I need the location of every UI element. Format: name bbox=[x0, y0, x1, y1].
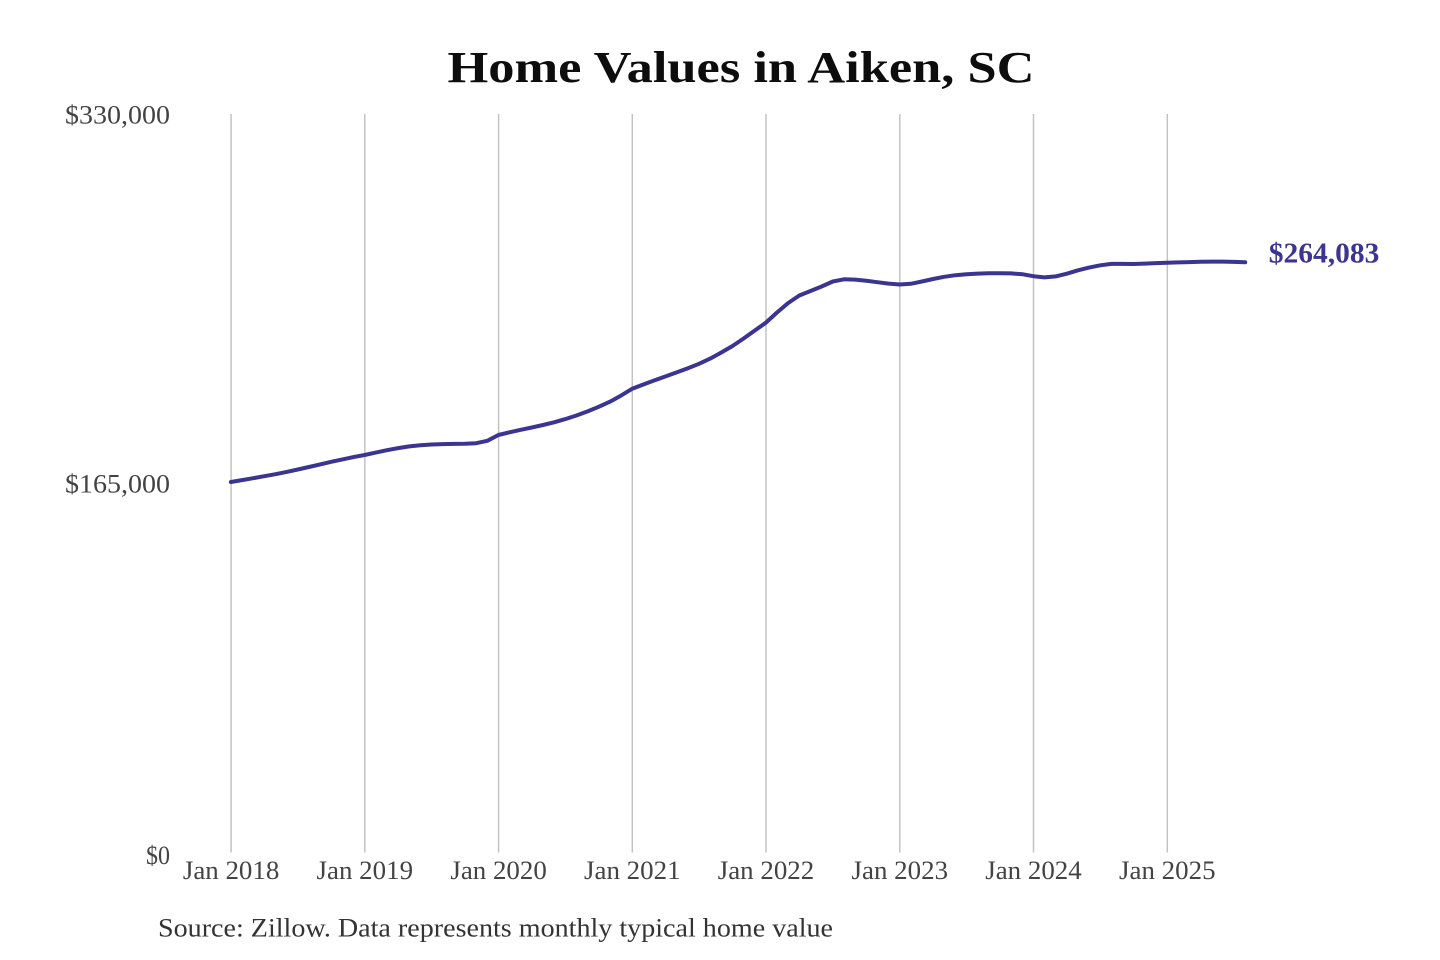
svg-text:Jan 2020: Jan 2020 bbox=[450, 856, 547, 885]
svg-text:Jan 2021: Jan 2021 bbox=[584, 856, 681, 885]
svg-text:Jan 2024: Jan 2024 bbox=[985, 856, 1082, 885]
svg-text:Jan 2019: Jan 2019 bbox=[317, 856, 414, 885]
svg-text:$264,083: $264,083 bbox=[1269, 238, 1380, 269]
svg-text:$0: $0 bbox=[146, 841, 170, 870]
svg-text:Jan 2022: Jan 2022 bbox=[718, 856, 815, 885]
svg-text:Jan 2018: Jan 2018 bbox=[183, 856, 280, 885]
svg-text:Home Values in Aiken, SC: Home Values in Aiken, SC bbox=[448, 43, 1035, 92]
svg-text:Source: Zillow. Data represent: Source: Zillow. Data represents monthly … bbox=[158, 914, 833, 943]
svg-text:Jan 2025: Jan 2025 bbox=[1119, 856, 1216, 885]
svg-text:$165,000: $165,000 bbox=[65, 470, 170, 499]
svg-text:$330,000: $330,000 bbox=[65, 100, 170, 129]
svg-text:Jan 2023: Jan 2023 bbox=[852, 856, 949, 885]
